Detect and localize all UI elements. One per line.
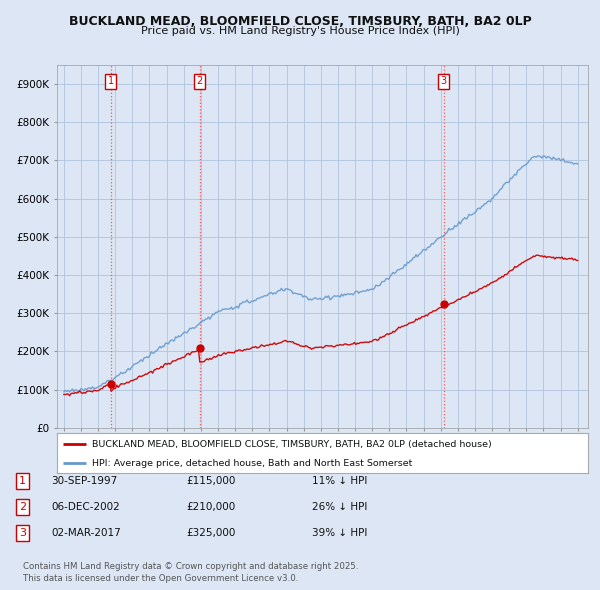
Text: 39% ↓ HPI: 39% ↓ HPI (312, 528, 367, 537)
Text: 2: 2 (196, 76, 203, 86)
Text: £210,000: £210,000 (186, 502, 235, 512)
Text: £325,000: £325,000 (186, 528, 235, 537)
Text: 11% ↓ HPI: 11% ↓ HPI (312, 476, 367, 486)
Text: 02-MAR-2017: 02-MAR-2017 (51, 528, 121, 537)
Text: BUCKLAND MEAD, BLOOMFIELD CLOSE, TIMSBURY, BATH, BA2 0LP: BUCKLAND MEAD, BLOOMFIELD CLOSE, TIMSBUR… (68, 15, 532, 28)
Text: 1: 1 (108, 76, 114, 86)
Text: 2: 2 (19, 502, 26, 512)
Text: BUCKLAND MEAD, BLOOMFIELD CLOSE, TIMSBURY, BATH, BA2 0LP (detached house): BUCKLAND MEAD, BLOOMFIELD CLOSE, TIMSBUR… (92, 440, 491, 449)
Text: HPI: Average price, detached house, Bath and North East Somerset: HPI: Average price, detached house, Bath… (92, 458, 412, 468)
Text: 26% ↓ HPI: 26% ↓ HPI (312, 502, 367, 512)
Text: Price paid vs. HM Land Registry's House Price Index (HPI): Price paid vs. HM Land Registry's House … (140, 26, 460, 36)
Text: 06-DEC-2002: 06-DEC-2002 (51, 502, 120, 512)
Text: 30-SEP-1997: 30-SEP-1997 (51, 476, 117, 486)
Text: 3: 3 (440, 76, 446, 86)
Text: Contains HM Land Registry data © Crown copyright and database right 2025.
This d: Contains HM Land Registry data © Crown c… (23, 562, 358, 583)
Text: 3: 3 (19, 528, 26, 537)
Text: 1: 1 (19, 476, 26, 486)
Text: £115,000: £115,000 (186, 476, 235, 486)
